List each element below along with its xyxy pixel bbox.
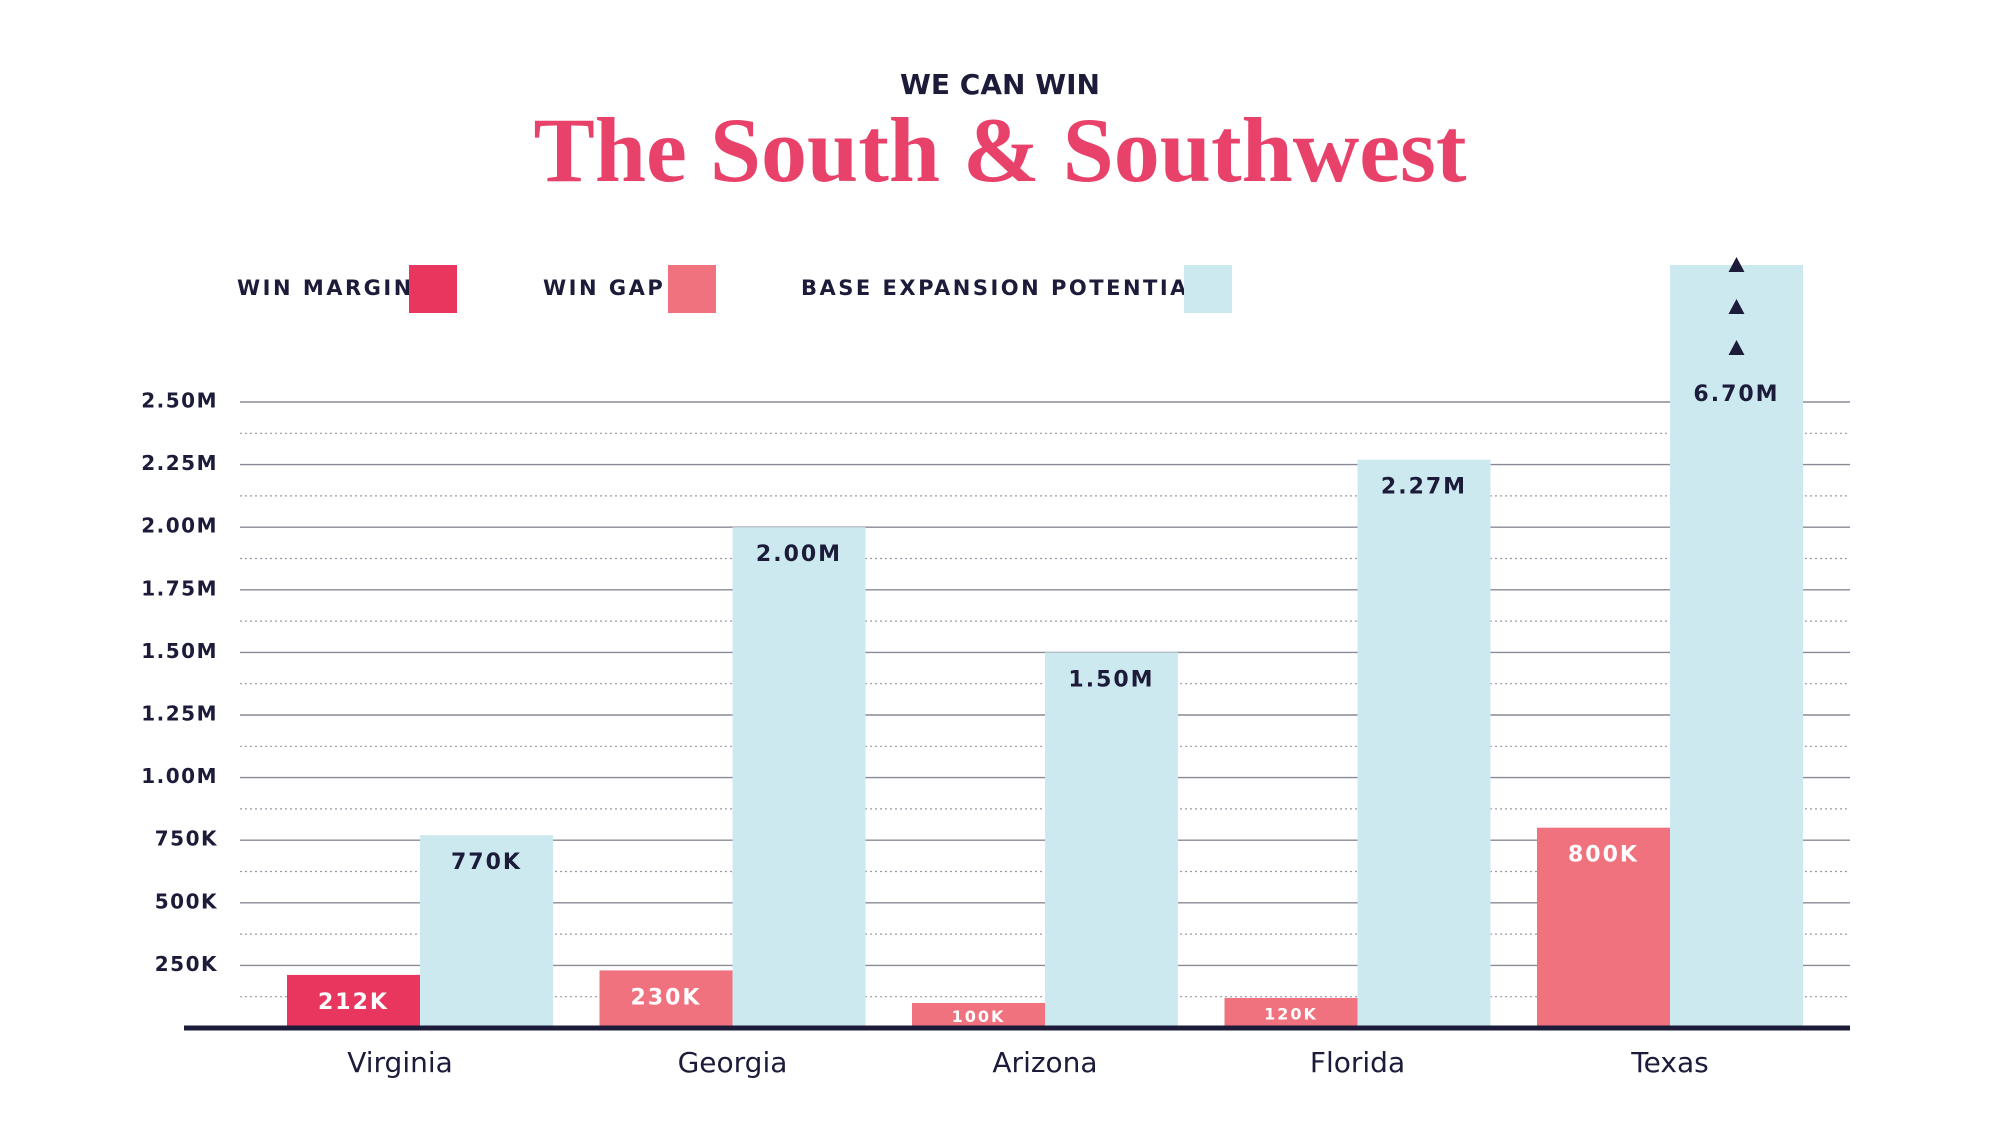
value-label: 100K: [952, 1007, 1006, 1026]
y-tick-label: 250K: [155, 952, 218, 976]
legend-label: WIN MARGIN: [237, 276, 414, 300]
bar: [732, 527, 866, 1028]
bar: [599, 970, 733, 1028]
y-tick-label: 2.00M: [141, 514, 218, 538]
bar: [912, 1002, 1045, 1028]
bar: [1537, 827, 1670, 1028]
legend-swatch: [668, 265, 716, 313]
x-tick-label: Georgia: [678, 1046, 788, 1079]
x-tick-label: Texas: [1630, 1046, 1708, 1079]
bar: [420, 835, 553, 1028]
legend-swatch: [409, 265, 457, 313]
value-label: 1.50M: [1068, 667, 1154, 692]
value-label: 2.27M: [1381, 475, 1467, 500]
bar: [287, 974, 420, 1028]
y-tick-label: 2.50M: [141, 389, 218, 413]
overflow-arrow: [1728, 340, 1745, 355]
chart-title: The South & Southwest: [534, 99, 1467, 201]
overflow-arrow: [1728, 299, 1745, 314]
value-label: 120K: [1264, 1004, 1318, 1023]
chart-subtitle: WE CAN WIN: [900, 68, 1100, 101]
bar: [1224, 997, 1358, 1028]
y-tick-label: 500K: [155, 889, 218, 913]
y-tick-label: 1.75M: [141, 576, 218, 600]
bar: [1670, 265, 1803, 1028]
x-tick-label: Virginia: [347, 1046, 453, 1079]
value-label: 770K: [451, 850, 522, 875]
x-tick-label: Arizona: [992, 1046, 1097, 1079]
legend-swatch: [1184, 265, 1232, 313]
value-label: 800K: [1568, 843, 1639, 868]
value-label: 212K: [318, 990, 389, 1015]
bar: [1045, 652, 1178, 1028]
bar: [1357, 459, 1491, 1028]
y-tick-label: 750K: [155, 827, 218, 851]
legend-label: WIN GAP: [543, 276, 665, 300]
value-label: 6.70M: [1693, 382, 1779, 407]
value-label: 2.00M: [756, 542, 842, 567]
y-tick-label: 1.00M: [141, 764, 218, 788]
value-label: 230K: [631, 985, 702, 1010]
y-tick-label: 2.25M: [141, 451, 218, 475]
x-tick-label: Florida: [1310, 1046, 1405, 1079]
y-tick-label: 1.25M: [141, 702, 218, 726]
legend-label: BASE EXPANSION POTENTIAL: [801, 276, 1205, 300]
bars: [287, 265, 1803, 1028]
y-tick-label: 1.50M: [141, 639, 218, 663]
overflow-arrow: [1728, 257, 1745, 272]
